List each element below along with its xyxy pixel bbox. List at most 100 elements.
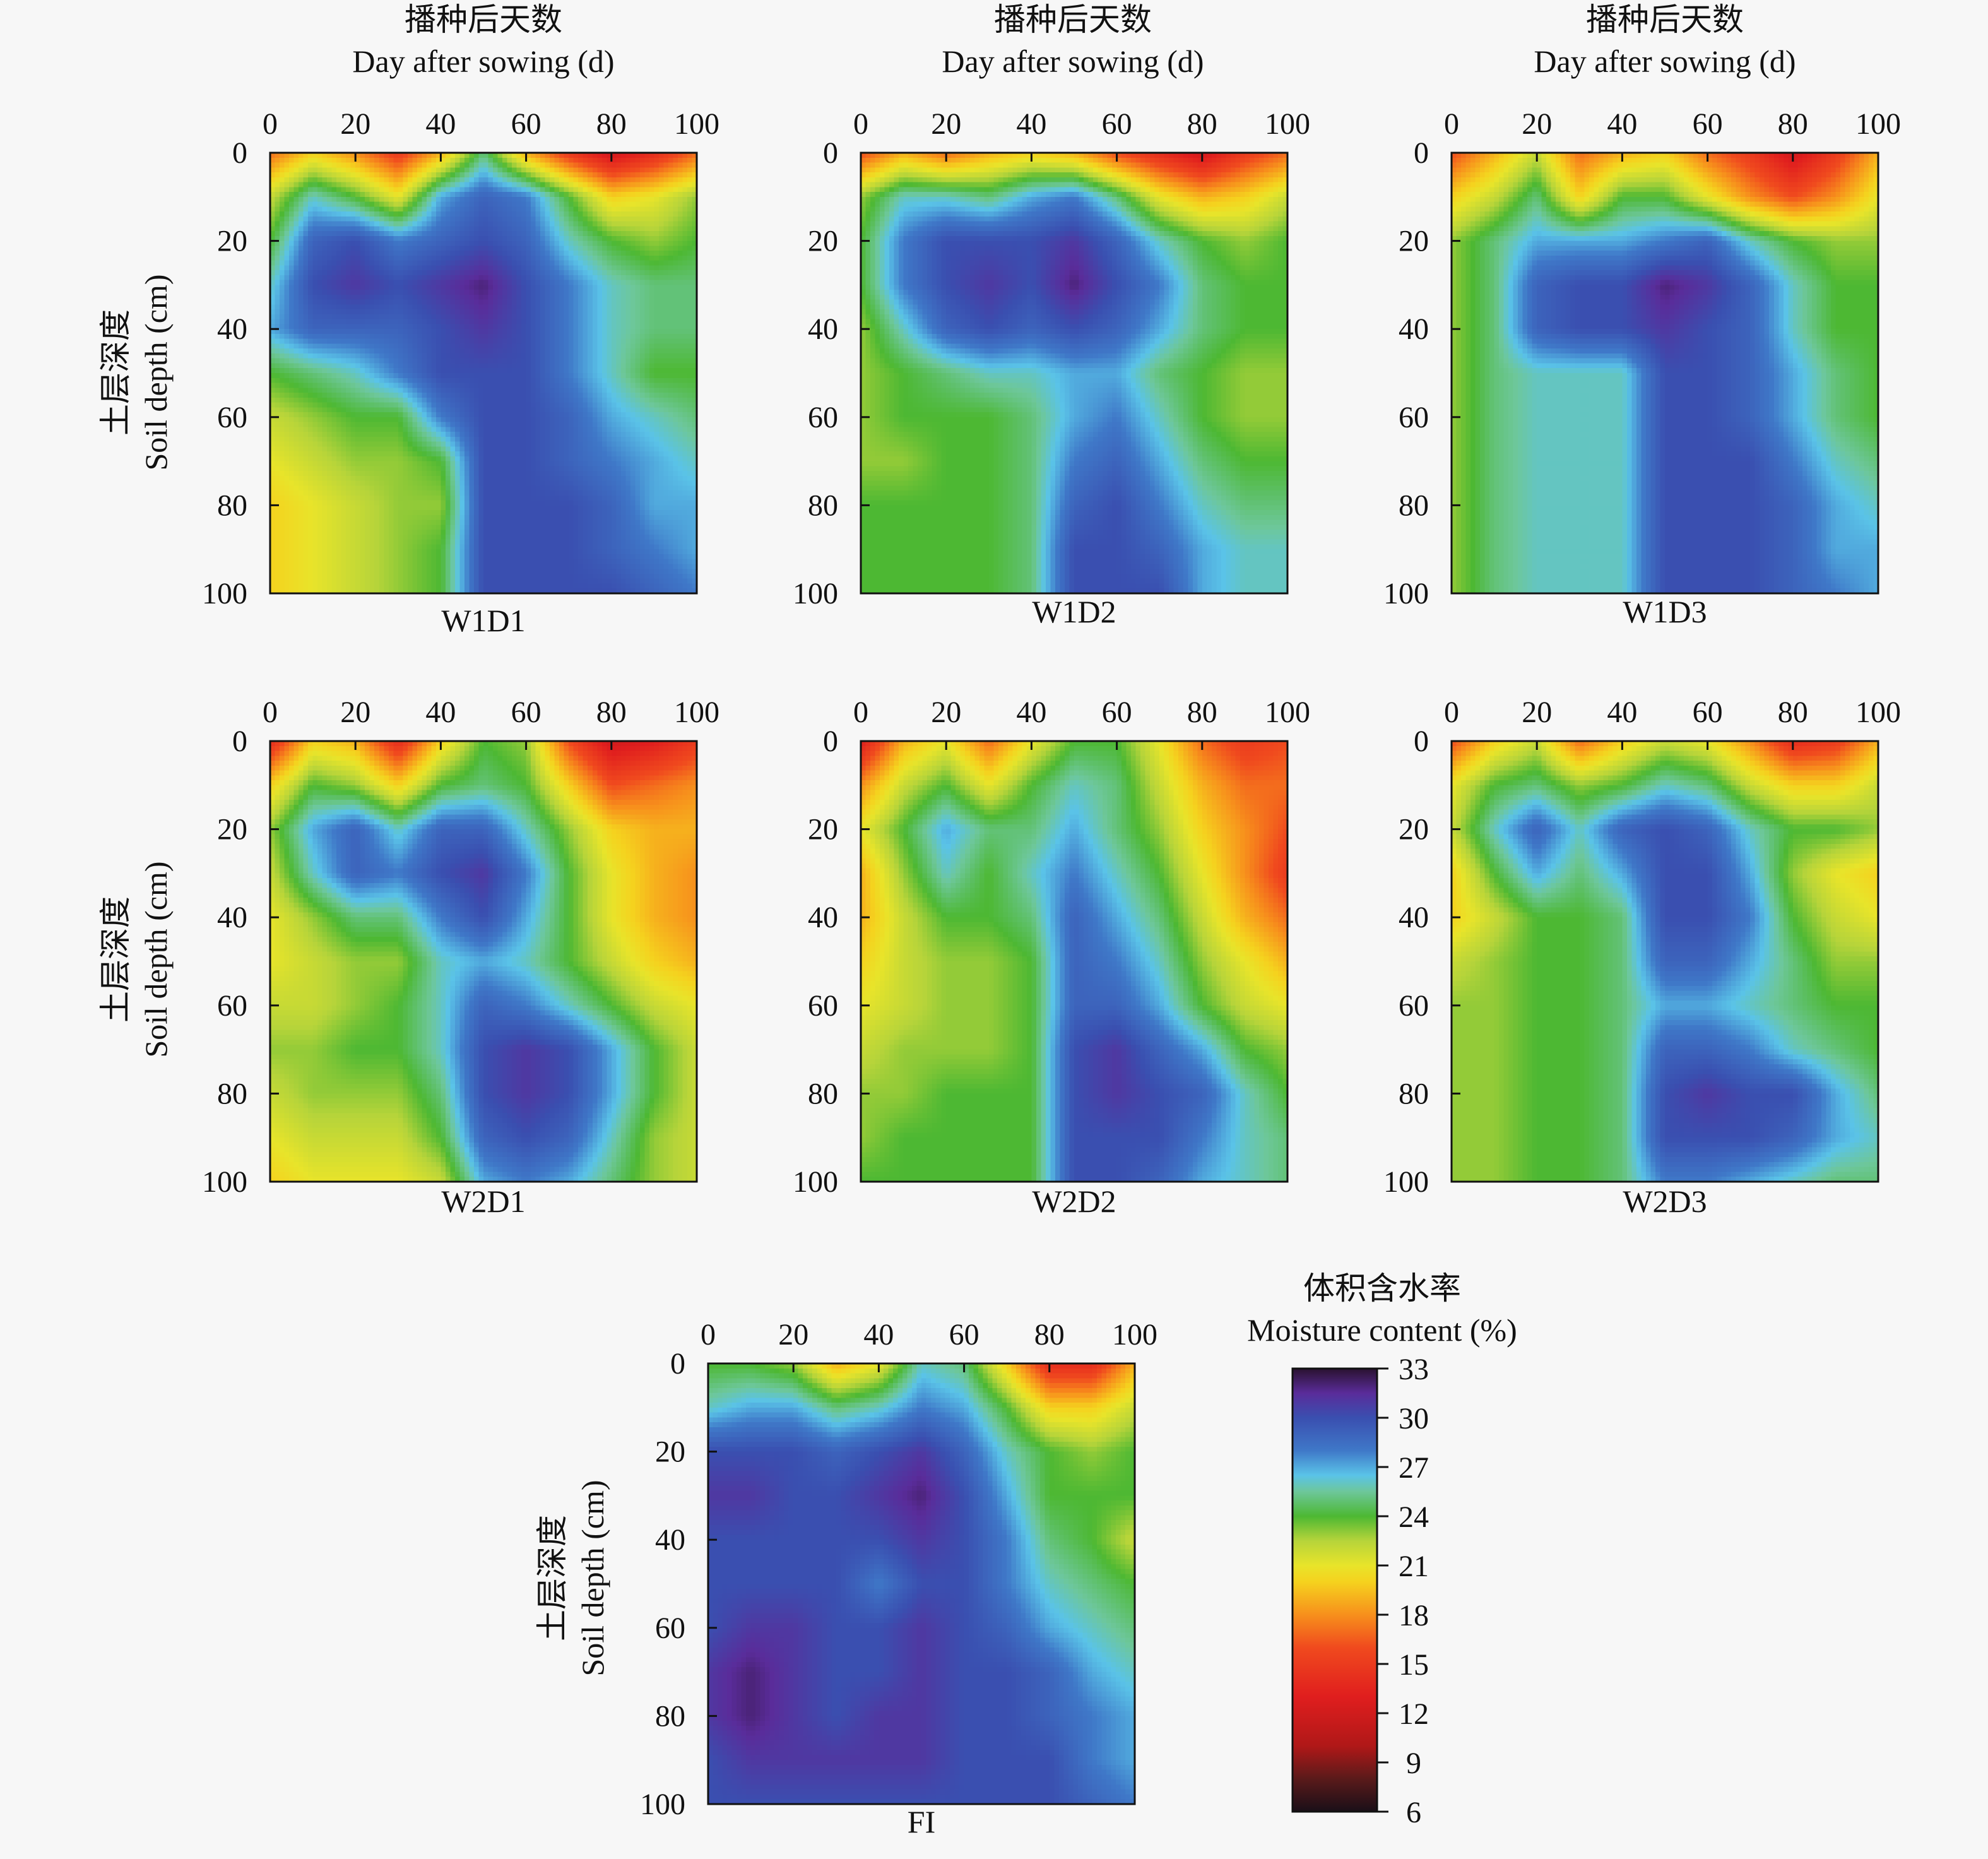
heatmap-cell (564, 167, 569, 172)
heatmap-cell (644, 197, 649, 202)
heatmap-cell (474, 172, 479, 177)
heatmap-cell (370, 236, 375, 241)
heatmap-cell (355, 246, 360, 251)
heatmap-cell (346, 211, 351, 217)
heatmap-cell (682, 177, 687, 182)
heatmap-cell (625, 167, 630, 172)
heatmap-cell (299, 222, 304, 227)
heatmap-cell (536, 211, 541, 217)
heatmap-cell (327, 197, 332, 202)
heatmap-cell (483, 172, 488, 177)
heatmap-cell (559, 236, 564, 241)
heatmap-cell (280, 236, 285, 241)
heatmap-cell (374, 236, 379, 241)
heatmap-cell (327, 158, 332, 163)
heatmap-cell (289, 192, 294, 197)
heatmap-cell (374, 167, 379, 172)
heatmap-cell (493, 172, 498, 177)
heatmap-cell (644, 163, 649, 168)
heatmap-cell (512, 182, 517, 187)
heatmap-cell (459, 217, 464, 222)
heatmap-cell (512, 202, 517, 207)
heatmap-cell (621, 211, 626, 217)
heatmap-cell (459, 246, 464, 251)
heatmap-cell (682, 241, 687, 246)
heatmap-cell (441, 217, 446, 222)
heatmap-cell (417, 158, 422, 163)
heatmap-cell (668, 222, 673, 227)
heatmap-cell (294, 158, 299, 163)
heatmap-cell (612, 241, 617, 246)
heatmap-cell (512, 217, 517, 222)
heatmap-cell (673, 231, 678, 236)
heatmap-cell (365, 211, 370, 217)
heatmap-cell (478, 222, 483, 227)
heatmap-cell (678, 241, 683, 246)
heatmap-cell (569, 211, 574, 217)
heatmap-cell (649, 217, 654, 222)
heatmap-cell (365, 172, 370, 177)
heatmap-cell (289, 246, 294, 251)
heatmap-cell (588, 177, 593, 182)
heatmap-cell (687, 182, 692, 187)
heatmap-cell (431, 226, 436, 231)
heatmap-cell (370, 231, 375, 236)
heatmap-cell (621, 241, 626, 246)
heatmap-cell (446, 172, 451, 177)
heatmap-cell (464, 163, 470, 168)
heatmap-cell (417, 192, 422, 197)
heatmap-cell (336, 246, 341, 251)
heatmap-cell (431, 177, 436, 182)
heatmap-cell (365, 182, 370, 187)
heatmap-cell (398, 226, 403, 231)
heatmap-cell (422, 192, 427, 197)
heatmap-cell (374, 192, 379, 197)
heatmap-cell (583, 231, 588, 236)
heatmap-cell (408, 197, 413, 202)
heatmap-cell (422, 167, 427, 172)
heatmap-cell (455, 197, 460, 202)
heatmap-cell (578, 206, 583, 211)
heatmap-cell (360, 192, 365, 197)
heatmap-cell (502, 163, 507, 168)
heatmap-cell (583, 192, 588, 197)
heatmap-cell (621, 163, 626, 168)
heatmap-cell (687, 231, 692, 236)
heatmap-cell (550, 158, 555, 163)
heatmap-cell (644, 192, 649, 197)
heatmap-cell (616, 158, 621, 163)
heatmap-cell (630, 231, 636, 236)
heatmap-cell (526, 226, 531, 231)
heatmap-cell (630, 211, 636, 217)
heatmap-cell (564, 177, 569, 182)
heatmap-cell (569, 206, 574, 211)
heatmap-cell (285, 246, 290, 251)
heatmap-cell (488, 236, 494, 241)
heatmap-cell (317, 167, 322, 172)
heatmap-cell (478, 231, 483, 236)
heatmap-cell (502, 167, 507, 172)
heatmap-cell (459, 197, 464, 202)
heatmap-cell (507, 202, 512, 207)
heatmap-cell (431, 167, 436, 172)
heatmap-cell (389, 231, 394, 236)
heatmap-cell (588, 211, 593, 217)
heatmap-cell (578, 226, 583, 231)
heatmap-cell (275, 158, 280, 163)
heatmap-cell (455, 192, 460, 197)
heatmap-cell (441, 236, 446, 241)
heatmap-cell (332, 231, 337, 236)
heatmap-cell (602, 236, 607, 241)
heatmap-cell (640, 217, 645, 222)
heatmap-cell (597, 202, 602, 207)
heatmap-cell (317, 206, 322, 211)
heatmap-cell (332, 217, 337, 222)
heatmap-cell (545, 236, 550, 241)
heatmap-cell (498, 246, 503, 251)
heatmap-cell (351, 192, 356, 197)
heatmap-cell (478, 202, 483, 207)
heatmap-cell (687, 167, 692, 172)
heatmap-cell (602, 192, 607, 197)
heatmap-cell (431, 206, 436, 211)
heatmap-cell (540, 217, 545, 222)
